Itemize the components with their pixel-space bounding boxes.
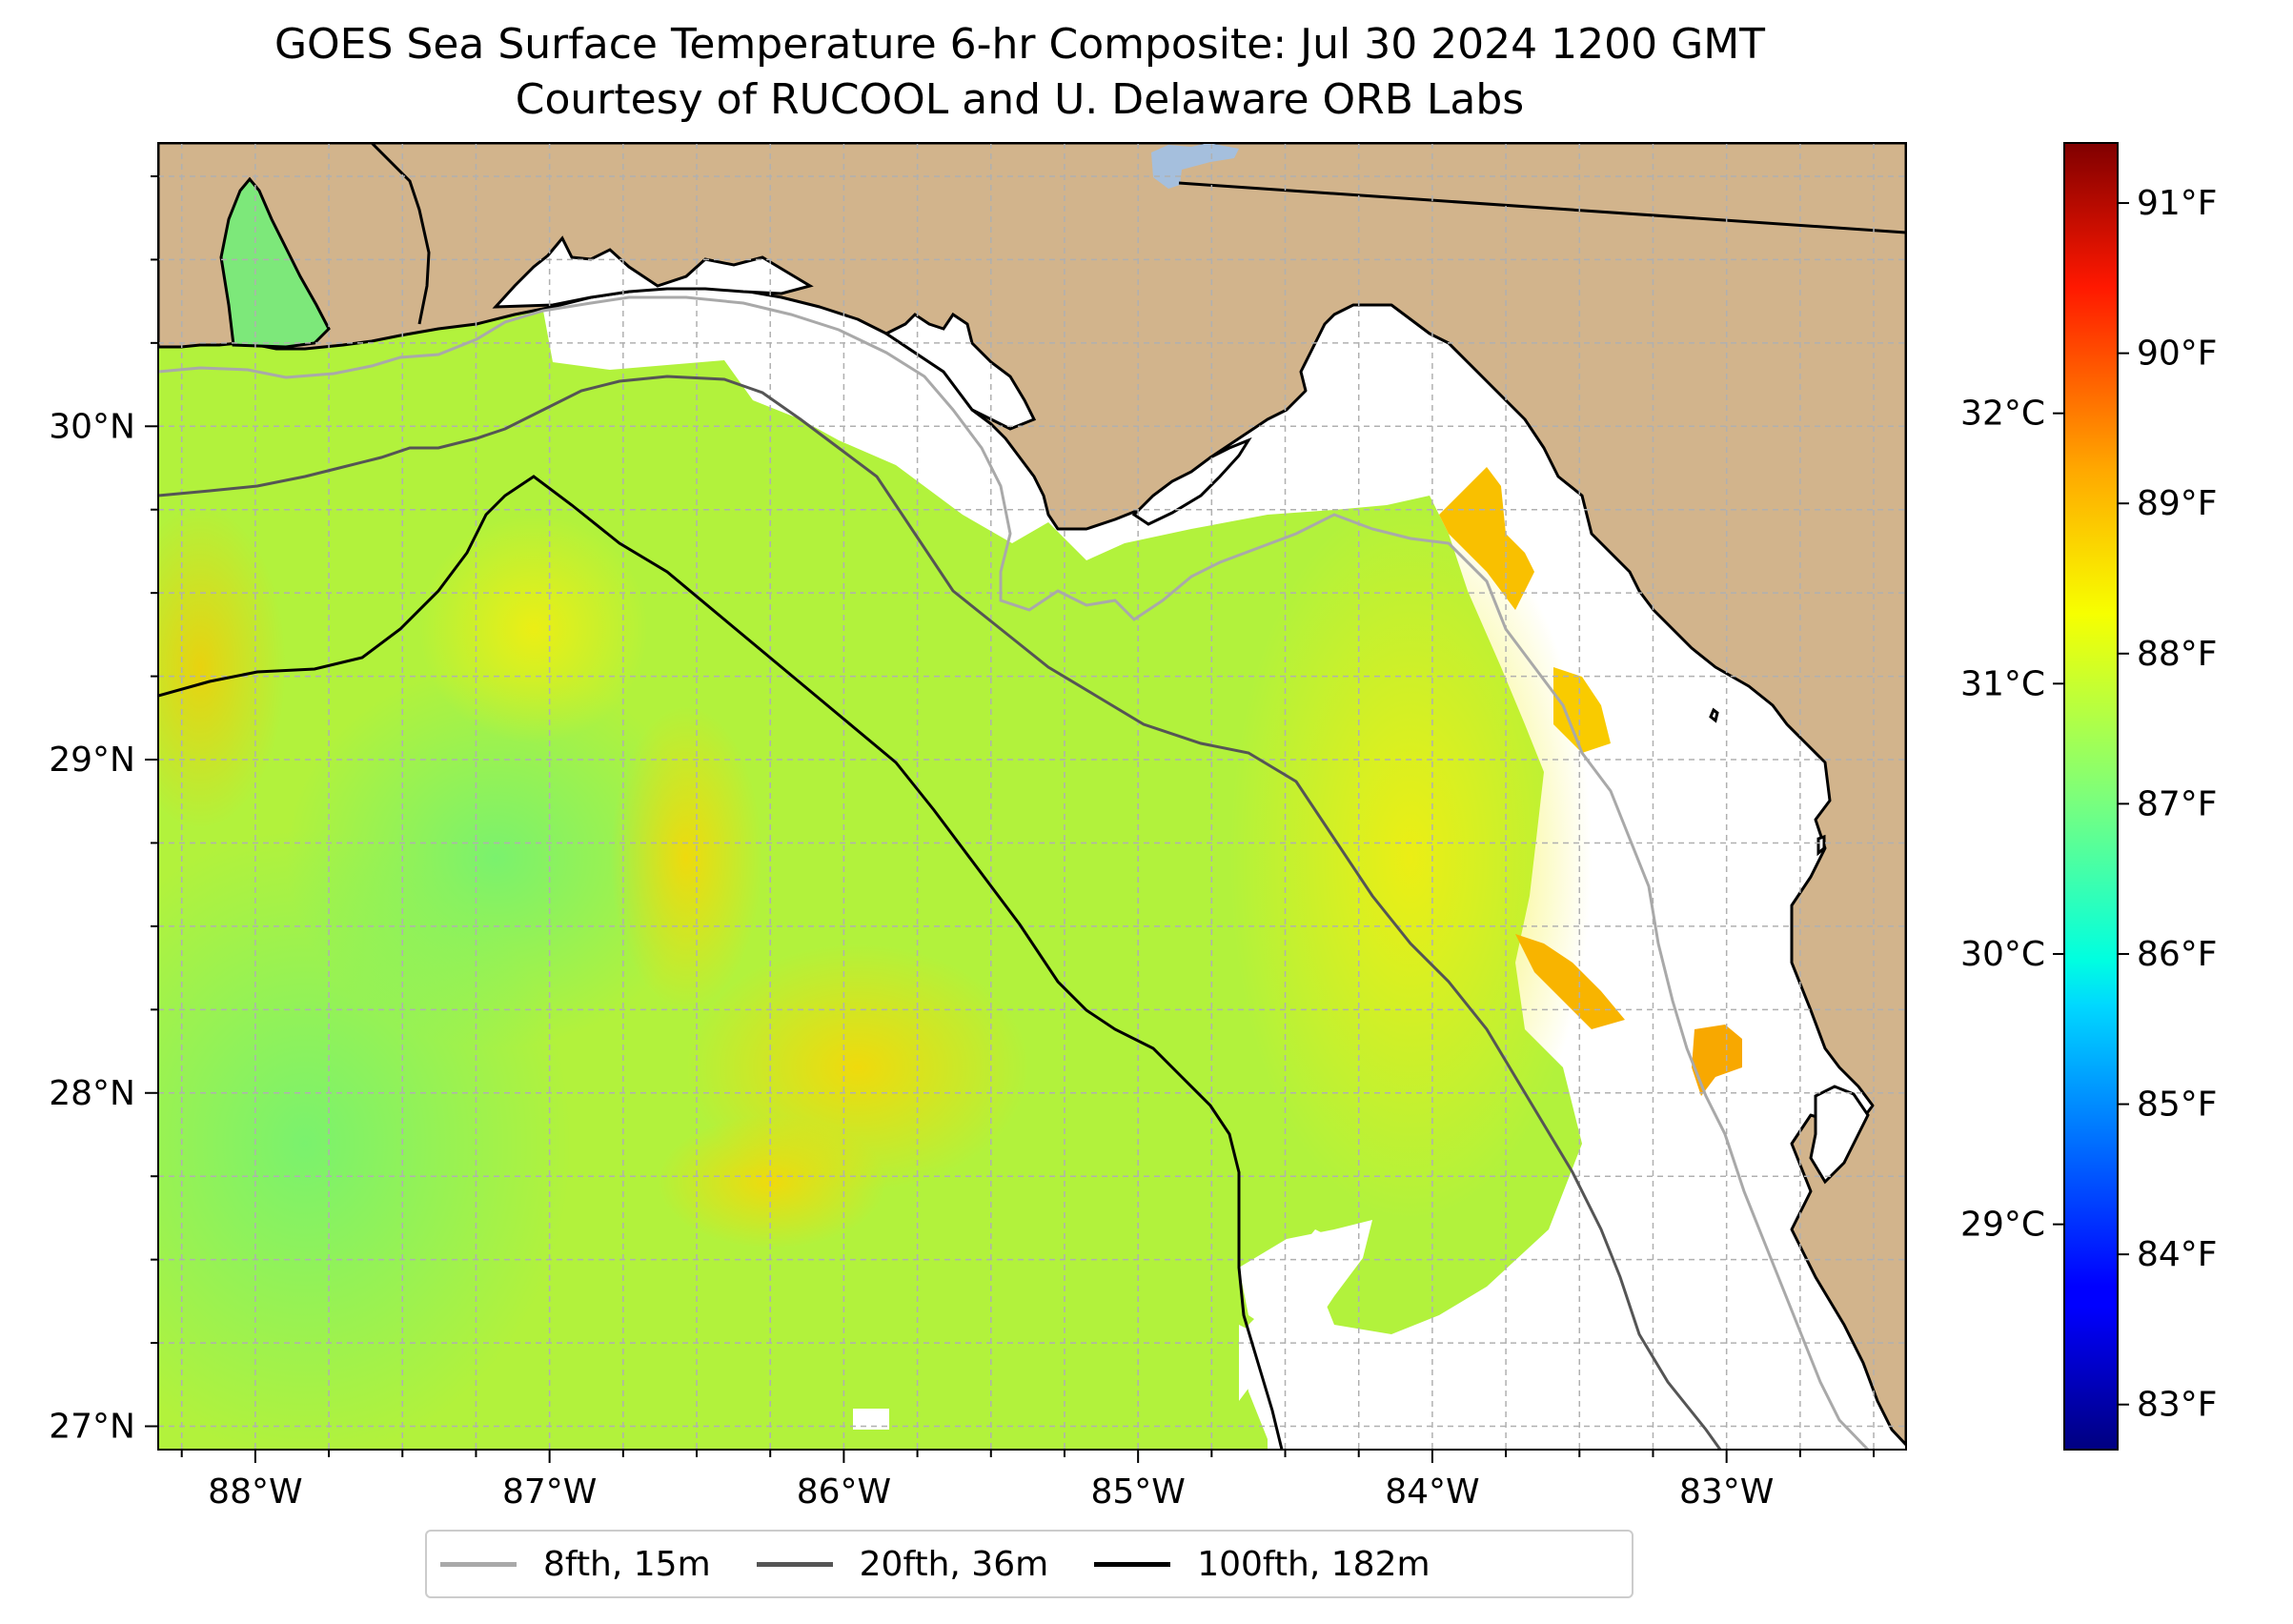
longitude-axis: 88°W 87°W 86°W 85°W 84°W 83°W (180, 1450, 1876, 1512)
warm-patch-orange (1692, 1025, 1742, 1096)
map-content (158, 143, 1906, 1450)
cloud-mask-hole (1487, 1420, 1544, 1450)
cloud-mask-hole (1239, 1220, 1372, 1334)
legend-label-100fth: 100fth, 182m (1197, 1544, 1431, 1584)
latitude-axis: 27°N 28°N 29°N 30°N (49, 174, 158, 1447)
colorbar-f-label: 83°F (2137, 1386, 2218, 1425)
legend: 8fth, 15m 20fth, 36m 100fth, 182m (425, 1530, 1634, 1598)
cool-patch (286, 667, 705, 1048)
mobile-bay-water (219, 176, 331, 349)
colorbar-c-label: 31°C (1960, 664, 2045, 703)
coastal-lagoon (492, 235, 814, 309)
warm-patch (158, 505, 286, 829)
colorbar-celsius-axis: 29°C 30°C 31°C 32°C (1960, 395, 2064, 1245)
lat-tick-label: 29°N (49, 741, 135, 780)
state-boundary (1178, 181, 1906, 234)
legend-item-20fth: 20fth, 36m (756, 1544, 1049, 1584)
legend-label-20fth: 20fth, 36m (859, 1544, 1049, 1584)
state-boundary (370, 143, 431, 325)
lat-tick-label: 28°N (49, 1074, 135, 1113)
contour-8fth (158, 295, 1870, 1450)
colorbar-f-label: 91°F (2137, 184, 2218, 223)
bathymetry-contours (158, 295, 1870, 1450)
colorbar-f-label: 87°F (2137, 784, 2218, 823)
colorbar (2063, 142, 2119, 1451)
colorbar-fahrenheit-axis: 83°F 84°F 85°F 86°F 87°F 88°F 89°F 90°F 91°F (2118, 184, 2218, 1425)
lat-tick-label: 30°N (49, 407, 135, 446)
coastal-island (1709, 707, 1719, 723)
lon-tick-label: 85°W (1090, 1472, 1185, 1512)
lon-tick-label: 88°W (208, 1472, 302, 1512)
legend-item-8fth: 8fth, 15m (440, 1545, 711, 1584)
legend-swatch-8fth (440, 1561, 517, 1567)
map-subtitle: Courtesy of RUCOOL and U. Delaware ORB L… (515, 75, 1525, 124)
legend-item-100fth: 100fth, 182m (1094, 1544, 1431, 1584)
colorbar-f-label: 84°F (2137, 1235, 2218, 1274)
warm-patch-orange (1553, 667, 1611, 753)
contour-100fth (158, 475, 1284, 1450)
legend-label-8fth: 8fth, 15m (543, 1544, 711, 1584)
colorbar-c-label: 32°C (1960, 395, 2045, 434)
coastal-island (1816, 834, 1826, 857)
colorbar-c-label: 30°C (1960, 935, 2045, 974)
coastal-lagoon (1131, 436, 1252, 526)
lon-tick-label: 86°W (797, 1472, 891, 1512)
warm-patch-orange (1439, 467, 1534, 610)
legend-swatch-20fth (756, 1561, 833, 1567)
warm-patch-orange (1515, 934, 1625, 1029)
lon-tick-label: 84°W (1385, 1472, 1479, 1512)
lon-tick-label: 87°W (502, 1472, 597, 1512)
warm-patch (419, 515, 648, 743)
legend-swatch-100fth (1094, 1561, 1171, 1567)
gridlines (158, 143, 1906, 1450)
colorbar-f-label: 86°F (2137, 935, 2218, 974)
colorbar-f-label: 85°F (2137, 1086, 2218, 1125)
colorbar-f-label: 88°F (2137, 635, 2218, 674)
map-title: GOES Sea Surface Temperature 6-hr Compos… (274, 20, 1766, 69)
colorbar-f-label: 90°F (2137, 335, 2218, 374)
cloud-mask-hole (853, 1409, 889, 1430)
contour-20fth (158, 375, 1722, 1450)
lon-tick-label: 83°W (1679, 1472, 1774, 1512)
tampa-bay (1809, 1085, 1870, 1185)
lat-tick-label: 27°N (49, 1408, 135, 1447)
colorbar-f-label: 89°F (2137, 484, 2218, 523)
sst-field (158, 259, 1742, 1450)
coastal-lagoon (883, 312, 1037, 431)
inland-lake (1151, 143, 1239, 189)
map-frame (157, 142, 1907, 1451)
land-layer (158, 143, 1906, 1447)
warm-patch (658, 1115, 886, 1248)
colorbar-c-label: 29°C (1960, 1206, 2045, 1245)
warm-patch (610, 705, 762, 1010)
